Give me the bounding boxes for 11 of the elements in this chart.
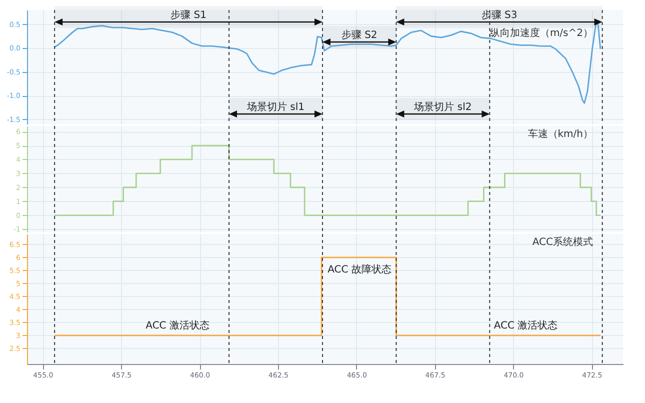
annotation: ACC 激活状态 (146, 319, 210, 332)
band-label: 场景切片 sl1 (246, 101, 305, 113)
band-label: 步骤 S1 (170, 9, 206, 21)
band-label: 场景切片 sl2 (413, 101, 472, 113)
band-label: 步骤 S3 (481, 9, 518, 21)
y-axis-title: 车速（km/h） (528, 128, 593, 140)
y-axis-title: ACC系统模式 (532, 236, 593, 248)
y-axis-title: 纵向加速度（m/s^2） (490, 27, 593, 39)
annotation: ACC 故障状态 (328, 263, 392, 276)
annotation: ACC 激活状态 (494, 319, 558, 332)
band-label: 步骤 S2 (341, 29, 378, 41)
